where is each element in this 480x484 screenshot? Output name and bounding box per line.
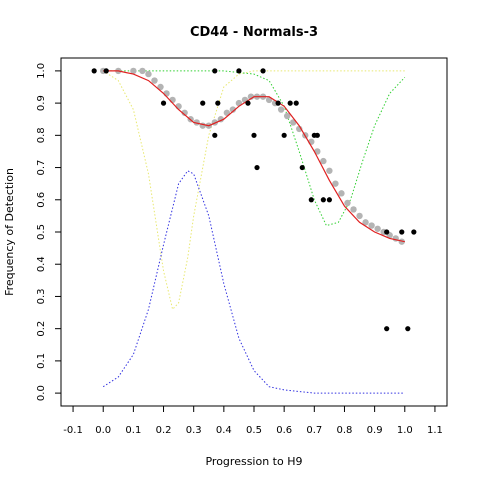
observed-point <box>251 132 257 138</box>
y-tick-label: 0.0 <box>36 385 47 401</box>
observed-point <box>326 197 332 203</box>
blue-component-curve <box>102 170 405 394</box>
observed-point <box>160 100 167 106</box>
observed-point <box>212 132 218 138</box>
observed-point <box>399 229 405 235</box>
observed-point <box>245 100 251 106</box>
x-tick-label: 1.0 <box>397 425 413 436</box>
smoothed-point <box>130 67 137 75</box>
y-tick-label: 0.8 <box>36 127 47 143</box>
y-tick-label: 0.4 <box>36 256 47 272</box>
x-tick-label: 1.1 <box>427 425 443 436</box>
observed-point <box>103 68 109 74</box>
observed-point <box>405 326 411 332</box>
observed-point <box>212 68 218 74</box>
y-tick-label: 0.3 <box>36 288 47 304</box>
smoothed-point <box>374 225 381 232</box>
observed-point <box>275 100 281 106</box>
smoothed-point <box>181 109 188 116</box>
y-tick-label: 0.5 <box>36 224 47 240</box>
x-tick-label: 0.5 <box>246 425 262 436</box>
observed-point <box>236 68 242 74</box>
yellow-component-curve <box>102 70 405 311</box>
observed-points-layer <box>91 68 417 332</box>
observed-point <box>200 100 206 106</box>
observed-point <box>384 229 390 235</box>
x-tick-label: 0.1 <box>125 425 141 436</box>
smoothed-point <box>296 125 303 133</box>
observed-point <box>91 68 97 74</box>
observed-point <box>287 100 293 106</box>
observed-point <box>308 197 314 203</box>
observed-point <box>254 164 260 171</box>
x-tick-label: -0.1 <box>63 425 83 436</box>
x-axis-label: Progression to H9 <box>205 455 302 468</box>
x-tick-label: 0.2 <box>156 425 172 436</box>
fitted-curve-layer <box>103 70 405 243</box>
y-tick-label: 0.7 <box>36 160 47 176</box>
smoothed-point <box>151 77 158 84</box>
y-tick-label: 1.0 <box>36 63 47 79</box>
smoothed-point <box>283 112 291 120</box>
x-tick-label: 0.7 <box>306 425 322 436</box>
smoothed-point <box>350 206 357 213</box>
smoothed-point <box>229 106 237 113</box>
smoothed-point <box>368 222 375 229</box>
y-tick-label: 0.1 <box>36 353 47 369</box>
smoothed-point <box>398 238 405 245</box>
smoothed-point <box>332 180 339 187</box>
observed-point <box>215 100 221 106</box>
smoothed-point <box>223 109 231 116</box>
smoothed-point <box>344 199 351 207</box>
component-curves-layer <box>102 70 406 394</box>
observed-point <box>384 326 390 332</box>
y-axis-label: Frequency of Detection <box>3 168 16 296</box>
y-tick-label: 0.2 <box>36 321 47 337</box>
smoothed-point <box>356 212 363 220</box>
axes-layer: -0.1 0.0 0.1 0.2 0.3 0.4 0.5 0.6 0.7 0.8 0.9 1.0 1.1… <box>36 63 443 436</box>
x-tick-label: 0.9 <box>367 425 383 436</box>
chart-title: CD44 - Normals-3 <box>190 25 318 40</box>
smoothed-point <box>320 157 327 165</box>
observed-point <box>281 132 287 138</box>
smoothed-point <box>326 167 333 174</box>
smoothed-point <box>157 83 164 91</box>
observed-point <box>299 164 305 171</box>
x-tick-label: 0.8 <box>337 425 353 436</box>
smoothed-point <box>145 70 152 78</box>
smoothed-point <box>338 190 345 197</box>
x-tick-label: 0.0 <box>95 425 111 436</box>
observed-point <box>260 68 266 74</box>
observed-point <box>314 132 320 138</box>
observed-point <box>411 229 417 235</box>
x-tick-label: 0.6 <box>276 425 292 436</box>
x-tick-label: 0.4 <box>216 425 232 436</box>
y-tick-label: 0.6 <box>36 192 47 208</box>
observed-point <box>320 197 326 203</box>
x-tick-label: 0.3 <box>186 425 202 436</box>
fitted-curve <box>103 70 405 243</box>
y-tick-label: 0.9 <box>36 95 47 111</box>
smoothed-point <box>277 106 285 113</box>
smoothed-point <box>139 67 146 75</box>
smoothed-point <box>362 219 369 226</box>
observed-point <box>293 100 299 106</box>
